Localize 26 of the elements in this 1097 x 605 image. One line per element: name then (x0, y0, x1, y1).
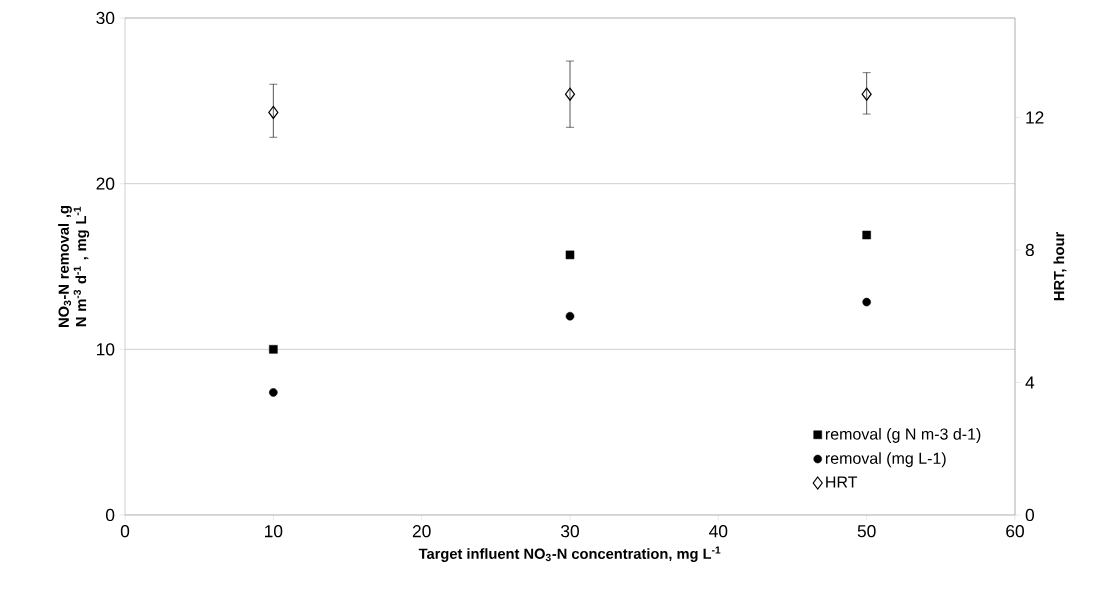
x-axis-title: Target influent NO$_{3}$-N concentration, mg L$^{-1}$ (418, 546, 721, 562)
legend-label: removal (g N m-3 d-1) (825, 427, 981, 443)
point (269, 388, 278, 397)
y-tick-label: 30 (96, 11, 115, 25)
point (862, 230, 871, 240)
x-tick-label: 30 (561, 525, 579, 538)
legend-label: removal (mg L-1) (825, 452, 946, 468)
point (269, 345, 278, 354)
x-tick-label: 20 (412, 525, 431, 538)
point (862, 297, 871, 307)
y-tick-label: 10 (97, 343, 115, 356)
x-tick-label: 60 (1006, 525, 1024, 538)
y2-axis-title: HRT, hour (1053, 232, 1067, 301)
x-tick-label: 0 (120, 525, 130, 538)
x-tick-label: 50 (857, 525, 876, 538)
point (565, 311, 575, 321)
y2-tick-label: 12 (1026, 111, 1044, 124)
x-tick-label: 10 (265, 525, 283, 538)
y2-tick-label: 4 (1025, 376, 1035, 389)
y-tick-label: 0 (105, 508, 115, 522)
legend-label: HRT (826, 476, 858, 488)
y2-tick-label: 0 (1025, 508, 1035, 522)
point (565, 250, 575, 260)
y2-tick-label: 8 (1025, 243, 1034, 257)
x-tick-label: 40 (709, 525, 728, 538)
y-tick-label: 20 (96, 177, 115, 190)
